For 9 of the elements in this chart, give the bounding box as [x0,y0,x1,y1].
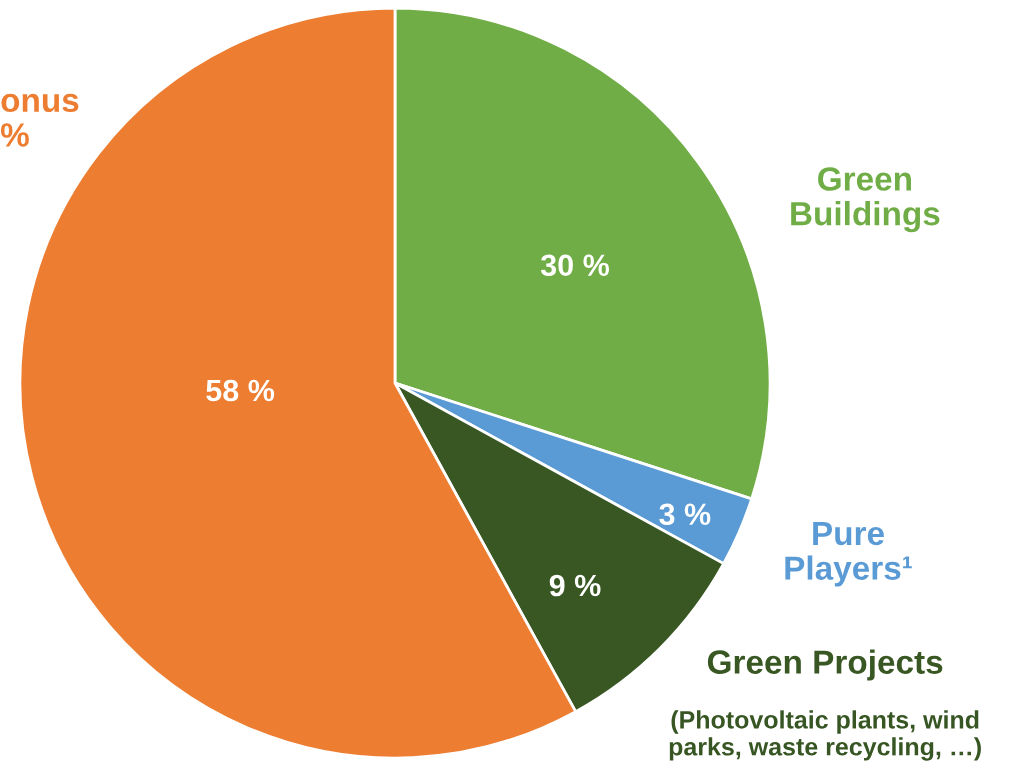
text: (Photovoltaic plants, wind parks, waste recycling, …) [669,710,981,761]
slice-label: Green Projects [707,649,943,681]
data-label: 9 % [549,574,601,597]
data-label: 58 % [206,379,275,402]
data-label: 30 % [540,254,610,277]
slice-label: Green Buildings [791,167,940,233]
data-label: 3 % [659,503,711,526]
slice-label: onus % [0,93,79,147]
slice-label: Pure Players¹ [785,521,912,587]
